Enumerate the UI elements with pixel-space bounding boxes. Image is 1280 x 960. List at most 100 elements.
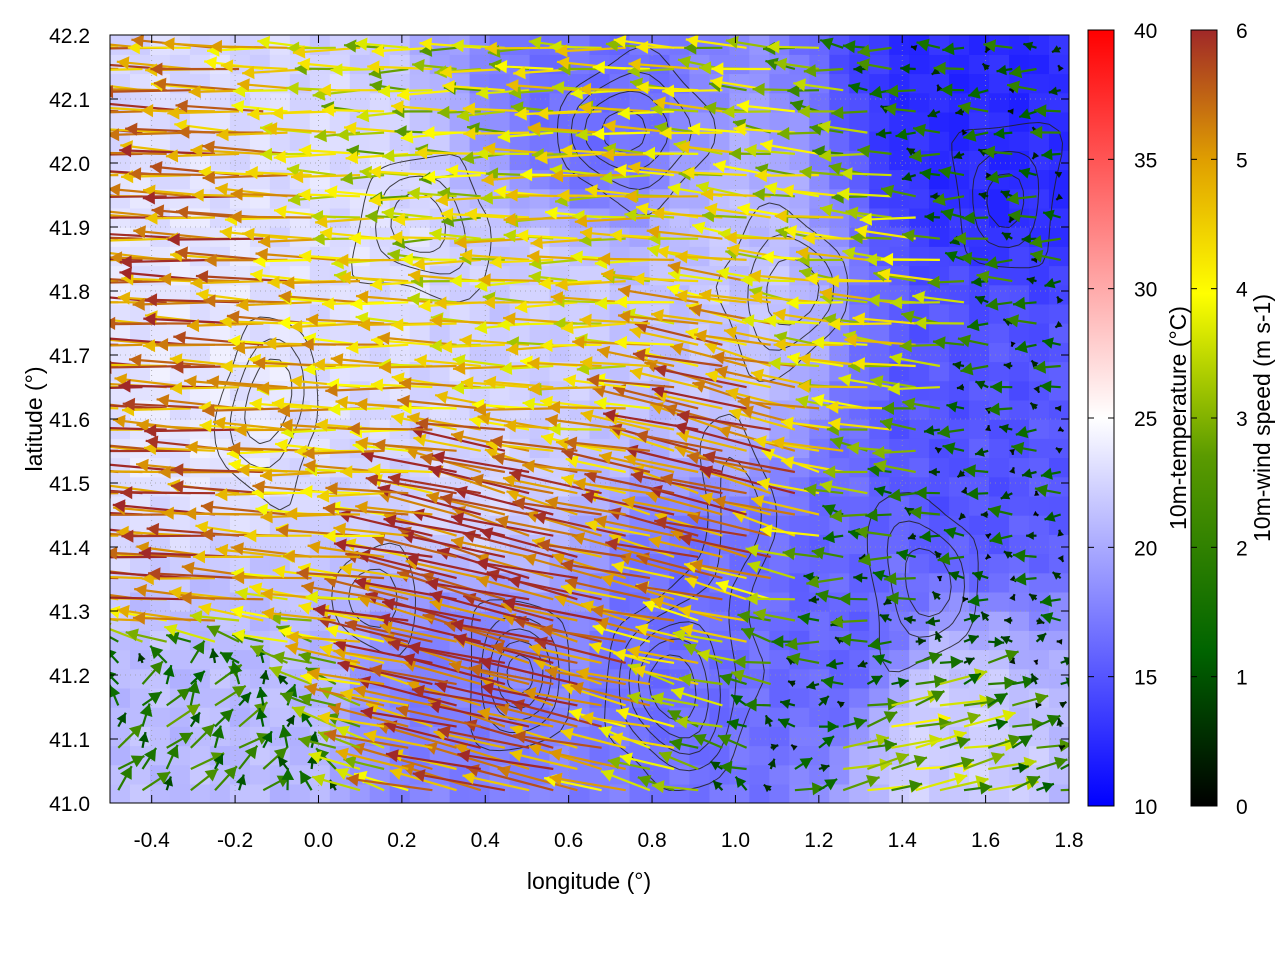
temperature-cell <box>849 764 870 785</box>
temperature-cell <box>769 534 790 555</box>
temperature-cell <box>829 35 850 55</box>
wind-arrow <box>462 771 530 792</box>
wind-arrow <box>607 756 651 771</box>
temperature-cell <box>150 783 171 803</box>
temperature-cell <box>489 783 511 803</box>
temperature-cell <box>809 92 830 113</box>
temperature-cell <box>969 726 990 747</box>
temperature-cell <box>929 227 950 247</box>
temperature-cell <box>209 687 231 708</box>
temperature-cell <box>209 515 231 535</box>
temperature-cell <box>929 572 950 593</box>
temperature-cell <box>849 457 870 478</box>
temperature-cell <box>249 131 271 151</box>
temperature-cell <box>949 361 970 382</box>
temperature-cell <box>669 227 691 247</box>
temperature-cell <box>769 92 790 113</box>
temperature-cell <box>1009 611 1030 631</box>
x-tick-label: -0.4 <box>134 829 171 852</box>
temperature-cell <box>629 92 651 113</box>
temperature-cell <box>409 111 431 132</box>
temperature-cell <box>589 764 611 785</box>
temperature-cell <box>1009 399 1030 420</box>
temperature-cell <box>969 169 990 190</box>
wind-arrow <box>548 748 626 771</box>
temperature-cell <box>709 591 731 612</box>
temperature-cell <box>789 707 810 727</box>
temperature-cell <box>1029 419 1050 439</box>
temperature-cell <box>749 668 770 689</box>
temperature-cell <box>269 131 291 151</box>
temperature-cell <box>369 227 391 247</box>
temperature-cell <box>309 630 331 651</box>
temperature-cell <box>189 54 211 75</box>
temperature-cell <box>110 572 131 593</box>
y-tick-label: 42.0 <box>49 153 90 176</box>
temperature-cell <box>289 92 311 113</box>
temperature-cell <box>269 92 291 113</box>
colorbar-tick-label: 0 <box>1236 796 1248 819</box>
temperature-cell <box>569 35 591 55</box>
temperature-cell <box>909 54 930 75</box>
temperature-cell <box>229 553 251 574</box>
colorbar-tick-label: 2 <box>1236 537 1248 560</box>
temperature-cell <box>1029 169 1050 190</box>
temperature-cell <box>329 438 351 459</box>
wind-arrow <box>1011 775 1041 792</box>
temperature-cell <box>929 476 950 497</box>
temperature-cell <box>249 764 271 785</box>
temperature-cell <box>849 131 870 151</box>
temperature-cell <box>489 92 511 113</box>
temperature-cell <box>1049 380 1069 401</box>
temperature-cell <box>749 54 770 75</box>
temperature-cell <box>409 361 431 382</box>
temperature-cell <box>789 111 810 132</box>
wind-vectors <box>110 35 1069 796</box>
temperature-cell <box>1009 515 1030 535</box>
temperature-cell <box>509 35 531 55</box>
temperature-cell <box>269 476 291 497</box>
temperature-cell <box>809 553 830 574</box>
temperature-cell <box>369 111 391 132</box>
temperature-cell <box>969 92 990 113</box>
temperature-cell <box>389 35 411 55</box>
temperature-cell <box>329 591 351 612</box>
temperature-cell <box>909 764 930 785</box>
temperature-cell <box>969 35 990 55</box>
temperature-cell <box>369 399 391 420</box>
temperature-cell <box>989 438 1010 459</box>
temperature-cell <box>929 342 950 363</box>
temperature-cell <box>1009 35 1030 55</box>
temperature-cell <box>369 495 391 516</box>
x-axis-label: longitude (°) <box>527 868 651 894</box>
temperature-cell <box>989 764 1010 785</box>
wind-arrow <box>262 746 288 770</box>
temperature-colorbar: 10 15 20 25 30 35 40 10m-temperature (°C) <box>1087 20 1191 819</box>
temperature-cell <box>969 246 990 267</box>
temperature-colorbar-label: 10m-temperature (°C) <box>1165 306 1191 530</box>
temperature-cell <box>249 323 271 343</box>
x-tick-label: -0.2 <box>217 829 253 852</box>
temperature-cell <box>889 150 910 171</box>
temperature-cell <box>289 342 311 363</box>
temperature-cell <box>449 399 471 420</box>
temperature-cell <box>1049 323 1069 343</box>
temperature-cell <box>1049 227 1069 247</box>
temperature-cell <box>1049 534 1069 555</box>
temperature-cell <box>849 726 870 747</box>
temperature-cell <box>769 726 790 747</box>
temperature-cell <box>150 591 171 612</box>
temperature-cell <box>1009 54 1030 75</box>
temperature-cell <box>909 668 930 689</box>
temperature-cell <box>769 611 790 631</box>
temperature-cell <box>869 111 890 132</box>
colorbar-tick-label: 35 <box>1134 149 1157 172</box>
temperature-cell <box>989 207 1010 228</box>
temperature-cell <box>289 303 311 324</box>
temperature-cell <box>769 265 790 286</box>
colorbar-tick-label: 10 <box>1134 796 1157 819</box>
temperature-cell <box>589 323 611 343</box>
temperature-cell <box>169 54 191 75</box>
temperature-cell <box>529 131 551 151</box>
temperature-cell <box>489 342 511 363</box>
